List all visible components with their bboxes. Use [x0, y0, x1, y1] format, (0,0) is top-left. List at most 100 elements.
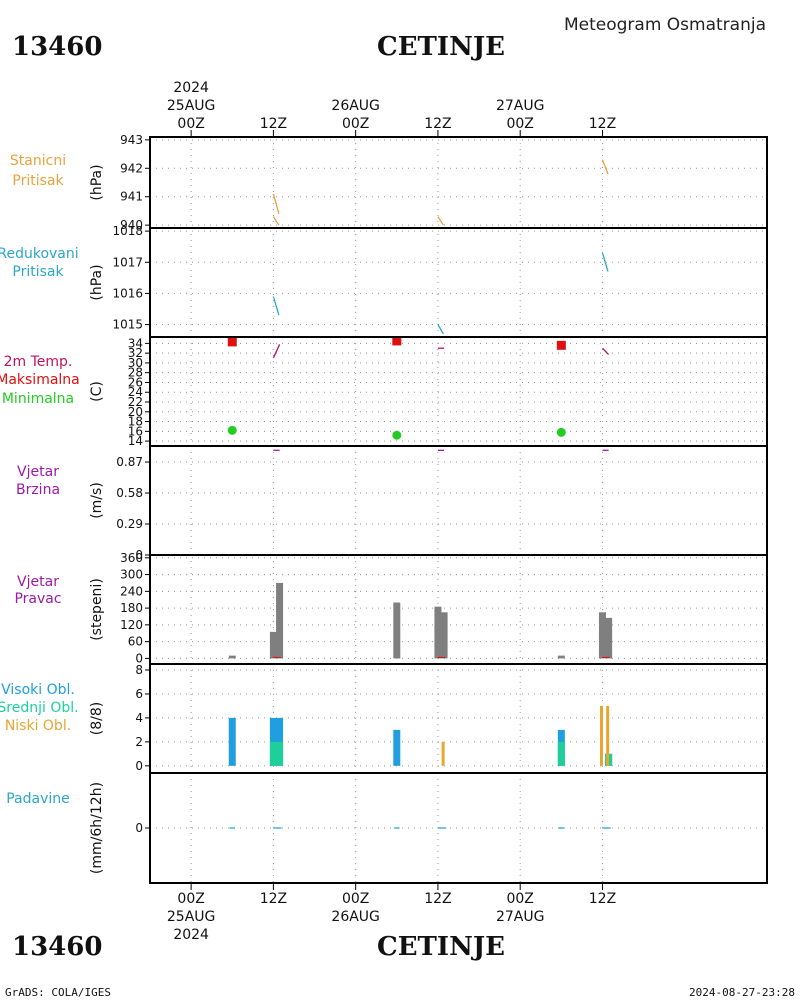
xtick-time: 00Z	[342, 116, 369, 132]
ytick-label: 300	[120, 568, 143, 582]
ytick-label: 8	[135, 663, 143, 677]
wind-dir-bar	[440, 612, 448, 659]
ytick-label: 26	[128, 375, 143, 389]
series-line	[272, 296, 280, 316]
ytick-label: 0	[135, 548, 143, 562]
xtick-date: 25AUG	[167, 98, 216, 114]
x-axis-top: 00Z 25AUG 12Z 00Z 26AUG 12Z 00Z 27AUG 12Z 2024	[167, 80, 616, 137]
ytick-label: 180	[120, 601, 143, 615]
cloud-high-bar	[228, 717, 236, 766]
panel-clouds: 0 2 4 6 8 (8/8) Visoki Obl. Srednji Obl. Niski O…	[0, 663, 768, 774]
max-temp-marker	[392, 336, 402, 346]
series-line	[601, 252, 609, 272]
wind-dir-bar	[228, 655, 236, 659]
ytick-label: 0.58	[116, 486, 143, 500]
series-line	[272, 193, 280, 214]
ytick-label: 1018	[112, 224, 143, 238]
series-line	[602, 347, 610, 356]
xtick-time: 12Z	[260, 891, 287, 907]
ytick-label: 1015	[112, 318, 143, 332]
ytick-label: 0	[135, 759, 143, 773]
unit-label: (hPa)	[89, 264, 105, 300]
station-name-bottom: CETINJE	[377, 932, 505, 962]
ytick-label: 6	[135, 687, 143, 701]
cloud-low-bar	[441, 741, 445, 766]
credit-footer: GrADS: COLA/IGES	[5, 986, 111, 999]
ytick-label: 22	[128, 395, 143, 409]
panel-frame	[149, 772, 768, 884]
series-line	[437, 324, 444, 335]
panel-label: Visoki Obl.	[1, 682, 75, 698]
panel-label: Vjetar	[17, 464, 59, 480]
x-axis-bottom: 00Z 25AUG 12Z 00Z 26AUG 12Z 00Z 27AUG 12Z 2024	[167, 883, 616, 943]
wind-dir-bar	[434, 606, 442, 659]
unit-label: (m/s)	[89, 482, 105, 519]
panels-group: 940941942943(hPa)StanicniPritisak1015101…	[0, 133, 768, 884]
panel-label: Brzina	[16, 482, 60, 498]
ytick-label: 2	[135, 735, 143, 749]
ytick-label: 34	[128, 336, 143, 350]
panel-label: Vjetar	[17, 574, 59, 590]
series-line	[272, 344, 281, 359]
ytick-label: 32	[128, 346, 143, 360]
cloud-high-bar	[393, 729, 401, 766]
ytick-label: 0.87	[116, 455, 143, 469]
series-line	[437, 216, 444, 226]
ytick-label: 14	[128, 434, 143, 448]
xtick-date: 27AUG	[496, 909, 545, 925]
ytick-label: 1017	[112, 255, 143, 269]
panel-frame	[149, 445, 768, 556]
wind-dir-bar	[605, 617, 613, 659]
ytick-label: 24	[128, 385, 143, 399]
cloud-low-bar	[599, 705, 603, 766]
wind-dir-bar	[276, 582, 284, 659]
xtick-time: 12Z	[424, 891, 451, 907]
panel-frame	[149, 663, 768, 774]
unit-label: (C)	[89, 381, 105, 402]
station-id-bottom: 13460	[12, 932, 102, 962]
panel-label: Pravac	[14, 591, 61, 607]
product-title: Meteogram Osmatranja	[564, 15, 766, 35]
min-temp-marker	[556, 427, 566, 437]
ytick-label: 30	[128, 356, 143, 370]
ytick-label: 28	[128, 366, 143, 380]
series-line	[272, 216, 280, 226]
max-temp-marker	[556, 340, 566, 350]
panel-label: 2m Temp.	[4, 354, 73, 370]
xtick-year: 2024	[173, 927, 209, 943]
unit-label: (stepeni)	[89, 578, 105, 641]
panel-frame	[149, 227, 768, 338]
station-name-top: CETINJE	[377, 32, 505, 62]
ytick-label: 942	[120, 161, 143, 175]
ytick-label: 943	[120, 133, 143, 147]
series-line	[601, 159, 609, 175]
panel-frame	[149, 136, 768, 229]
panel-frame	[149, 554, 768, 665]
xtick-date: 26AUG	[331, 909, 380, 925]
xtick-time: 12Z	[589, 116, 616, 132]
panel-label: Pritisak	[12, 173, 64, 189]
panel-pressure_reduced: 1015 1016 1017 1018 (hPa) Redukovani Pritisak	[0, 224, 768, 338]
ytick-label: 16	[128, 424, 143, 438]
ytick-label: 240	[120, 584, 143, 598]
wind-dir-bar	[393, 602, 401, 659]
panel-frame	[149, 336, 768, 447]
ytick-label: 4	[135, 711, 143, 725]
unit-label: (hPa)	[89, 164, 105, 200]
min-temp-marker	[392, 430, 402, 440]
ytick-label: 941	[120, 190, 143, 204]
panel-label: Srednji Obl.	[0, 700, 79, 716]
max-temp-marker	[227, 337, 237, 347]
panel-pressure_station: 940 941 942 943 (hPa) Stanicni Pritisak	[10, 133, 768, 232]
ytick-label: 360	[120, 551, 143, 565]
panel-precipitation: 0 (mm/6h/12h) Padavine	[6, 772, 768, 884]
cloud-mid-bar	[269, 741, 277, 766]
panel-label: Padavine	[6, 791, 70, 807]
xtick-time: 00Z	[342, 891, 369, 907]
ytick-label: 60	[128, 635, 143, 649]
xtick-time: 12Z	[589, 891, 616, 907]
panel-wind_speed: 0 0.29 0.58 0.87 (m/s) Vjetar Brzina	[16, 445, 768, 562]
